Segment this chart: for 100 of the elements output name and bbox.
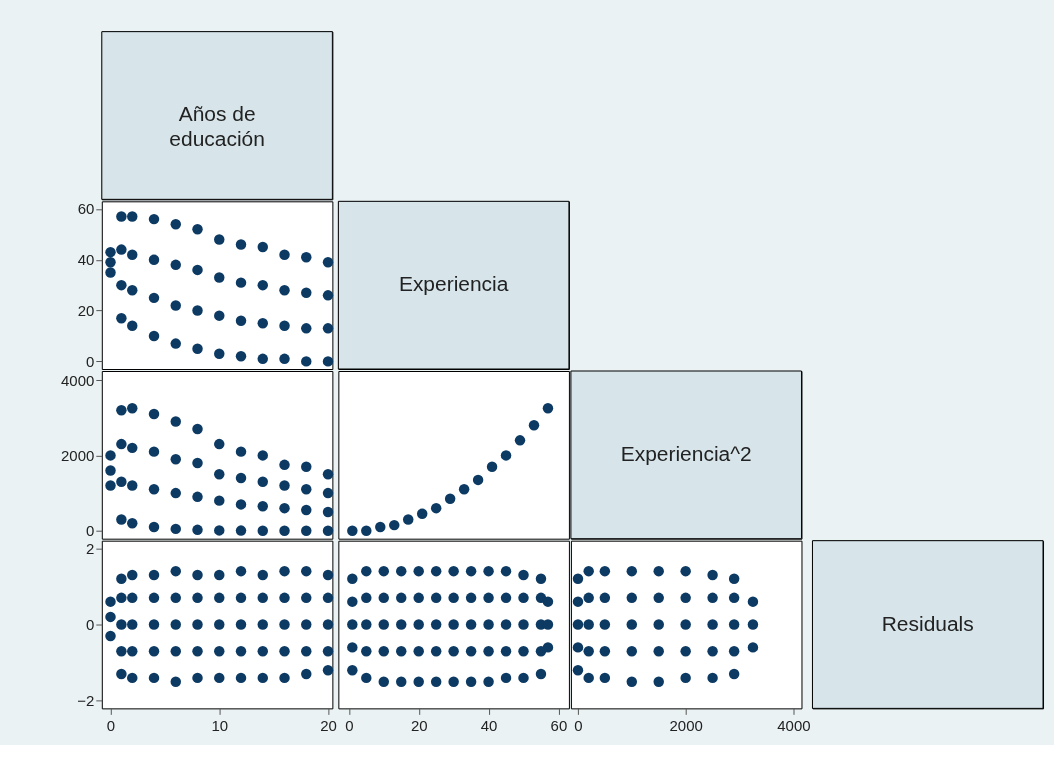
- x-tick-label: 60: [550, 716, 568, 734]
- point: [528, 420, 540, 431]
- point: [116, 438, 127, 450]
- point: [572, 642, 584, 653]
- point: [257, 279, 268, 291]
- point: [322, 290, 334, 301]
- point: [192, 645, 203, 657]
- point: [127, 619, 138, 630]
- point: [279, 480, 290, 491]
- point: [127, 403, 138, 414]
- point: [680, 619, 691, 630]
- point: [389, 519, 400, 531]
- point: [127, 592, 138, 604]
- point: [170, 565, 181, 577]
- point: [116, 244, 127, 255]
- point: [116, 573, 127, 585]
- point: [116, 619, 127, 630]
- point: [626, 645, 638, 657]
- point: [148, 569, 160, 581]
- point: [599, 619, 611, 630]
- point: [214, 672, 225, 684]
- point: [301, 323, 312, 334]
- x-tick-label: 0: [106, 716, 116, 734]
- point: [116, 404, 127, 416]
- point: [653, 565, 664, 577]
- point: [170, 523, 181, 535]
- point: [279, 592, 290, 604]
- point: [214, 645, 225, 657]
- text: Experiencia: [398, 272, 509, 296]
- point: [583, 619, 594, 630]
- point: [235, 619, 247, 630]
- y-tick-label: 40: [77, 251, 95, 269]
- point: [626, 676, 638, 687]
- point: [301, 592, 312, 604]
- point: [148, 213, 160, 225]
- point: [192, 619, 203, 630]
- point: [680, 672, 691, 684]
- point: [116, 645, 127, 657]
- point: [235, 499, 247, 510]
- point: [192, 491, 203, 503]
- point: [747, 619, 759, 630]
- y-tick-label: 2: [85, 539, 95, 557]
- point: [322, 619, 334, 630]
- point: [192, 524, 203, 536]
- point: [127, 672, 138, 684]
- point: [430, 502, 442, 514]
- point: [279, 502, 290, 514]
- point: [279, 249, 290, 260]
- point: [214, 272, 225, 283]
- point: [116, 476, 127, 488]
- point: [322, 665, 334, 676]
- point: [257, 645, 268, 657]
- point: [148, 645, 160, 657]
- point: [257, 353, 268, 365]
- point: [192, 592, 203, 604]
- point: [747, 642, 759, 653]
- point: [127, 211, 138, 222]
- x-tick-label: 4000: [777, 716, 811, 734]
- point: [116, 312, 127, 324]
- point: [235, 565, 247, 577]
- point: [680, 645, 691, 657]
- point: [257, 476, 268, 488]
- point: [542, 403, 554, 414]
- point: [116, 279, 127, 291]
- point: [148, 292, 160, 304]
- point: [599, 672, 611, 684]
- point: [257, 569, 268, 581]
- text: Residuals: [881, 611, 974, 635]
- y-tick-label: 60: [77, 200, 95, 218]
- point: [192, 672, 203, 684]
- point: [235, 525, 247, 536]
- y-tick-label: 0: [85, 522, 95, 540]
- point: [279, 645, 290, 657]
- x-tick-label: 20: [410, 716, 428, 734]
- point: [322, 645, 334, 657]
- point: [301, 461, 312, 472]
- point: [279, 459, 290, 471]
- point: [148, 619, 160, 630]
- point: [301, 252, 312, 263]
- point: [105, 257, 116, 268]
- point: [322, 356, 334, 367]
- point: [170, 676, 181, 687]
- point: [301, 565, 312, 577]
- point: [279, 353, 290, 365]
- point: [572, 573, 584, 585]
- point: [235, 239, 247, 250]
- point: [653, 676, 664, 687]
- x-tick-label: 10: [211, 716, 229, 734]
- point: [322, 487, 334, 499]
- point: [322, 506, 334, 518]
- point: [322, 257, 334, 268]
- point: [116, 211, 127, 222]
- point: [105, 596, 116, 607]
- point: [148, 592, 160, 604]
- point: [170, 453, 181, 465]
- point: [322, 592, 334, 604]
- point: [572, 665, 584, 676]
- point: [653, 619, 664, 630]
- point: [599, 645, 611, 657]
- point: [279, 320, 290, 332]
